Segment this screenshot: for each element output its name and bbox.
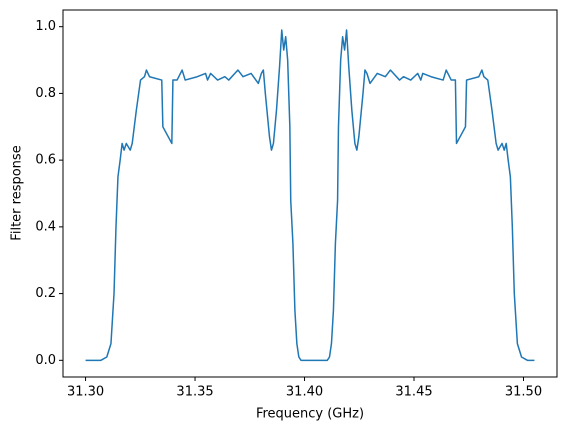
y-tick-label: 0.2	[35, 286, 56, 301]
x-tick-label: 31.35	[176, 385, 213, 400]
plot-frame	[62, 9, 558, 378]
x-tick-label: 31.50	[505, 385, 542, 400]
y-axis-label: Filter response	[10, 145, 25, 240]
x-tick-label: 31.40	[286, 385, 323, 400]
x-axis-label: Frequency (GHz)	[256, 407, 364, 422]
y-tick-label: 0.6	[35, 153, 56, 168]
data-line	[85, 29, 535, 362]
y-tick-label: 0.8	[35, 86, 56, 101]
y-tick-label: 0.4	[35, 219, 56, 234]
y-tick-label: 0.0	[35, 353, 56, 368]
x-tick-label: 31.30	[67, 385, 104, 400]
x-tick-label: 31.45	[395, 385, 432, 400]
y-tick-label: 1.0	[35, 19, 56, 34]
